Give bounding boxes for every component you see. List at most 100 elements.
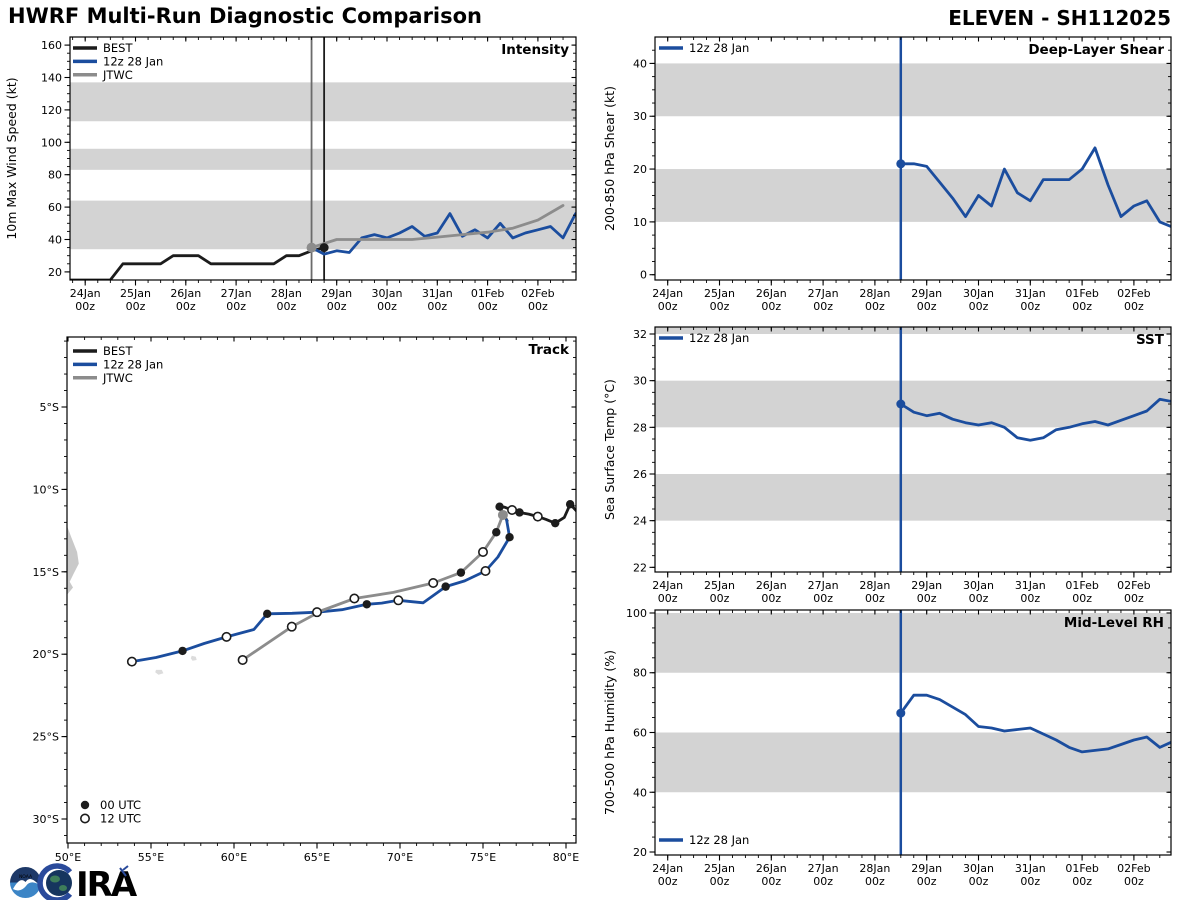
y-tick-label: 20 — [633, 163, 647, 176]
panel-frame — [66, 336, 577, 844]
y-tick-label: 40 — [48, 234, 62, 247]
lat-tick-label: 20°S — [33, 648, 59, 661]
panel-frame — [654, 326, 1172, 573]
series-start-dot — [896, 399, 906, 409]
noaa-bird-icon — [13, 878, 38, 891]
x-tick-label: 25Jan — [704, 287, 735, 300]
land-polygon — [155, 669, 164, 675]
x-tick-label: 31Jan — [1015, 579, 1046, 592]
legend-label: 12z 28 Jan — [689, 331, 749, 345]
track-panel: 50°E 55°E 60°E 65°E 70°E 75°E 80°E 5°S 10°S 15°S 2… — [33, 336, 579, 864]
legend-label: 12z 28 Jan — [103, 357, 163, 371]
x-tick-label: 30Jan — [963, 579, 994, 592]
panel-title: SST — [1136, 332, 1165, 348]
panel-title: Intensity — [501, 42, 569, 58]
utc-12-dot — [80, 813, 91, 824]
x-tick-label: 00z — [1072, 592, 1092, 605]
y-axis-label: 10m Max Wind Speed (kt) — [4, 77, 19, 239]
shaded-band — [70, 82, 576, 122]
track-point-12utc — [237, 654, 248, 665]
x-tick-label: 30Jan — [372, 287, 403, 300]
x-tick-label: 28Jan — [859, 862, 890, 875]
x-tick-label: 29Jan — [321, 287, 352, 300]
x-tick-label: 30Jan — [963, 862, 994, 875]
x-tick-label: 00z — [761, 300, 781, 313]
lon-tick-label: 60°E — [221, 851, 247, 864]
sst-panel: 24Jan00z25Jan00z26Jan00z27Jan00z28Jan00z… — [602, 326, 1172, 605]
lat-tick-label: 25°S — [33, 731, 59, 744]
x-tick-label: 00z — [813, 300, 833, 313]
x-tick-label: 00z — [813, 592, 833, 605]
track-point-12utc — [311, 607, 322, 618]
y-axis-label: 200-850 hPa Shear (kt) — [602, 86, 617, 231]
track-point-12utc — [428, 578, 439, 589]
x-tick-label: 24Jan — [652, 579, 683, 592]
y-tick-label: 40 — [633, 786, 647, 799]
y-tick-label: 100 — [626, 607, 647, 620]
x-tick-label: 00z — [176, 300, 196, 313]
x-tick-label: 00z — [658, 300, 678, 313]
land-polygon — [190, 655, 197, 661]
series-start-dot — [896, 708, 906, 718]
lat-tick-label: 30°S — [33, 813, 59, 826]
series-start-dot — [306, 242, 317, 253]
x-tick-label: 00z — [969, 300, 989, 313]
y-tick-label: 80 — [48, 169, 62, 182]
x-tick-label: 28Jan — [271, 287, 302, 300]
intensity-series-best — [70, 246, 326, 280]
legend-label: BEST — [103, 41, 133, 55]
x-tick-label: 00z — [917, 300, 937, 313]
x-tick-label: 00z — [761, 875, 781, 888]
x-tick-label: 28Jan — [859, 287, 890, 300]
lon-tick-label: 80°E — [553, 851, 579, 864]
y-tick-label: 140 — [41, 72, 62, 85]
x-tick-label: 00z — [969, 875, 989, 888]
track-point-00utc — [492, 528, 501, 537]
x-tick-label: 25Jan — [704, 579, 735, 592]
x-tick-label: 02Feb — [1117, 287, 1150, 300]
track-point-12utc — [349, 593, 360, 604]
legend-label: JTWC — [102, 371, 133, 385]
x-tick-label: 00z — [969, 592, 989, 605]
x-tick-label: 00z — [865, 592, 885, 605]
x-tick-label: 00z — [427, 300, 447, 313]
x-tick-label: 26Jan — [170, 287, 201, 300]
shaded-band — [655, 327, 1171, 334]
x-tick-label: 00z — [126, 300, 146, 313]
x-tick-label: 26Jan — [756, 287, 787, 300]
lon-tick-label: 65°E — [304, 851, 330, 864]
track-point-00utc — [441, 582, 450, 591]
lon-tick-label: 70°E — [387, 851, 413, 864]
utc-legend-label: 00 UTC — [100, 798, 141, 812]
y-tick-label: 60 — [633, 727, 647, 740]
panel-title: Deep-Layer Shear — [1028, 42, 1164, 58]
shaded-band — [655, 380, 1171, 428]
x-tick-label: 00z — [917, 875, 937, 888]
legend-label: 12z 28 Jan — [103, 54, 163, 68]
track-start-point — [497, 509, 508, 520]
track-point-00utc — [505, 532, 514, 542]
x-tick-label: 01Feb — [471, 287, 504, 300]
x-tick-label: 02Feb — [1117, 579, 1150, 592]
track-series-jtwc — [241, 513, 505, 662]
x-tick-label: 31Jan — [422, 287, 453, 300]
cira-logo-text: IRA — [76, 865, 138, 900]
x-tick-label: 00z — [1124, 875, 1144, 888]
track-point-00utc — [178, 646, 187, 656]
x-tick-label: 00z — [528, 300, 548, 313]
panel-frame — [654, 36, 1172, 281]
track-series-12z-28-jan — [130, 518, 512, 663]
utc-legend-label: 12 UTC — [100, 812, 141, 826]
y-tick-label: 10 — [633, 216, 647, 229]
shaded-band — [655, 612, 1171, 673]
shear-series-12z-28-jan — [899, 146, 1171, 228]
y-axis-label: 700-500 hPa Humidity (%) — [602, 650, 617, 815]
x-tick-label: 00z — [865, 300, 885, 313]
x-tick-label: 00z — [327, 300, 347, 313]
series-start-dot — [319, 243, 329, 253]
intensity-panel: 24Jan00z25Jan00z26Jan00z27Jan00z28Jan00z… — [4, 36, 577, 313]
track-point-12utc — [480, 565, 491, 576]
x-tick-label: 28Jan — [859, 579, 890, 592]
